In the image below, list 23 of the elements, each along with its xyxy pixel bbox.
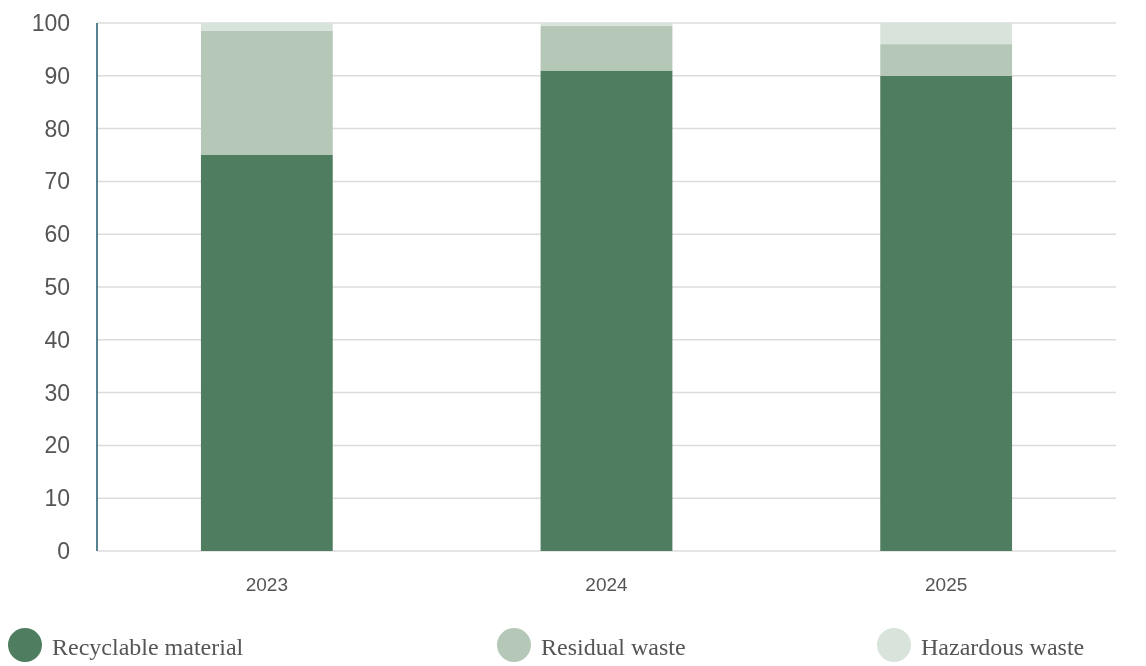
bar [880, 44, 1013, 76]
x-tick-label: 2025 [925, 574, 968, 595]
x-tick-label: 2023 [245, 574, 288, 595]
y-tick-label: 30 [44, 379, 70, 406]
y-tick-label: 100 [31, 10, 70, 37]
y-tick-label: 0 [57, 538, 70, 565]
legend-label: Hazardous waste [921, 634, 1085, 661]
y-tick-label: 20 [44, 432, 70, 459]
y-tick-label: 80 [44, 115, 70, 142]
y-tick-label: 70 [44, 168, 70, 195]
y-tick-label: 10 [44, 485, 70, 512]
x-tick-label: 2024 [585, 574, 629, 595]
y-tick-label: 90 [44, 62, 70, 89]
y-tick-label: 50 [44, 274, 70, 301]
bar [200, 155, 333, 551]
legend-label: Residual waste [541, 634, 686, 661]
bar [880, 75, 1013, 551]
y-tick-label: 40 [44, 326, 70, 353]
y-tick-label: 60 [44, 221, 70, 248]
bar [200, 30, 333, 155]
legend-label: Recyclable material [52, 634, 244, 661]
bar [540, 70, 673, 551]
bar [540, 25, 673, 71]
